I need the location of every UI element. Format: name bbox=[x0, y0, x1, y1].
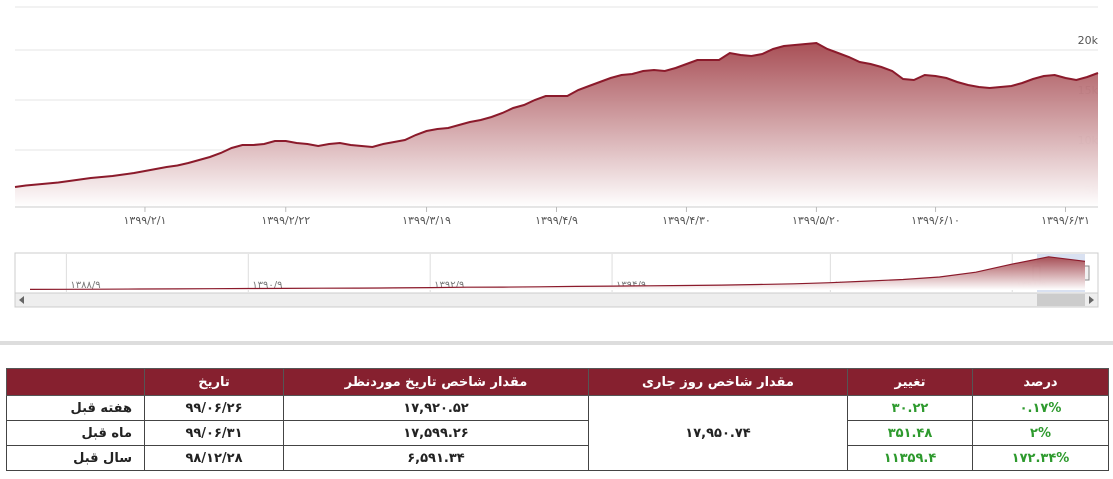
change-cell: ۱۱۳۵۹.۴ bbox=[847, 445, 973, 471]
header-row: تاریخ مقدار شاخص تاریخ موردنظر مقدار شاخ… bbox=[6, 368, 1109, 396]
header-cell bbox=[6, 368, 145, 396]
navigator-label: ۱۳۹۰/۹ bbox=[252, 280, 282, 291]
row: ماه قبل ۹۹/۰۶/۳۱ ۱۷,۵۹۹.۲۶ ۳۵۱.۴۸ ۲% bbox=[6, 420, 1109, 446]
scrollbar-track[interactable] bbox=[14, 292, 1099, 308]
percent-cell: ۰.۱۷% bbox=[972, 395, 1109, 421]
x-tick-label: ۱۳۹۹/۴/۳۰ bbox=[662, 214, 711, 227]
header-cell: تغییر bbox=[847, 368, 973, 396]
scroll-right-arrow[interactable] bbox=[1089, 296, 1094, 304]
area-fill bbox=[30, 256, 1085, 290]
percent-cell: ۲% bbox=[972, 420, 1109, 446]
date-cell: ۹۸/۱۲/۲۸ bbox=[144, 445, 284, 471]
line bbox=[14, 41, 1099, 188]
x-tick-label: ۱۳۹۹/۲/۲۲ bbox=[261, 214, 310, 227]
change-cell: ۳۰.۲۲ bbox=[847, 395, 973, 421]
y-tick-label: 20k bbox=[1078, 34, 1099, 47]
row: سال قبل ۹۸/۱۲/۲۸ ۶,۵۹۱.۳۴ ۱۱۳۵۹.۴ ۱۷۲.۳۴… bbox=[6, 445, 1109, 471]
row: هفته قبل ۹۹/۰۶/۲۶ ۱۷,۹۲۰.۵۲ ۱۷,۹۵۰.۷۴ ۳۰… bbox=[6, 395, 1109, 471]
percent-cell: ۱۷۲.۳۴% bbox=[972, 445, 1109, 471]
row-label: ماه قبل bbox=[6, 420, 145, 446]
comparison-table: تاریخ مقدار شاخص تاریخ موردنظر مقدار شاخ… bbox=[6, 368, 1109, 471]
row-label: هفته قبل bbox=[6, 395, 145, 421]
x-tick-label: ۱۳۹۹/۵/۲۰ bbox=[792, 214, 841, 227]
header-cell: درصد bbox=[972, 368, 1109, 396]
navigator-label: ۱۳۸۸/۹ bbox=[70, 280, 100, 291]
header-cell: مقدار شاخص تاریخ موردنظر bbox=[283, 368, 589, 396]
scrollbar-thumb[interactable] bbox=[1037, 294, 1085, 306]
x-tick-label: ۱۳۹۹/۳/۱۹ bbox=[402, 214, 451, 227]
navigator-label: ۱۳۹۲/۹ bbox=[434, 280, 464, 291]
change-cell: ۳۵۱.۴۸ bbox=[847, 420, 973, 446]
value-cell: ۶,۵۹۱.۳۴ bbox=[283, 445, 589, 471]
row-label: سال قبل bbox=[6, 445, 145, 471]
date-cell: ۹۹/۰۶/۳۱ bbox=[144, 420, 284, 446]
area-fill bbox=[15, 43, 1098, 207]
x-tick-label: ۱۳۹۹/۶/۱۰ bbox=[911, 214, 960, 227]
x-tick-label: ۱۳۹۹/۶/۳۱ bbox=[1041, 214, 1090, 227]
separator bbox=[0, 341, 1113, 345]
value-cell: ۱۷,۹۲۰.۵۲ bbox=[283, 395, 589, 421]
date-cell: ۹۹/۰۶/۲۶ bbox=[144, 395, 284, 421]
current-cell: ۱۷,۹۵۰.۷۴ bbox=[588, 395, 848, 471]
header-cell: تاریخ bbox=[144, 368, 284, 396]
x-tick-label: ۱۳۹۹/۲/۱ bbox=[124, 214, 167, 227]
line bbox=[29, 256, 1086, 290]
scroll-left-arrow[interactable] bbox=[19, 296, 24, 304]
value-cell: ۱۷,۵۹۹.۲۶ bbox=[283, 420, 589, 446]
x-tick-label: ۱۳۹۹/۴/۹ bbox=[535, 214, 578, 227]
header-cell: مقدار شاخص روز جاری bbox=[588, 368, 848, 396]
main-chart: 5k10k15k20k۱۳۹۹/۲/۱۱۳۹۹/۲/۲۲۱۳۹۹/۳/۱۹۱۳۹… bbox=[14, 34, 1099, 227]
